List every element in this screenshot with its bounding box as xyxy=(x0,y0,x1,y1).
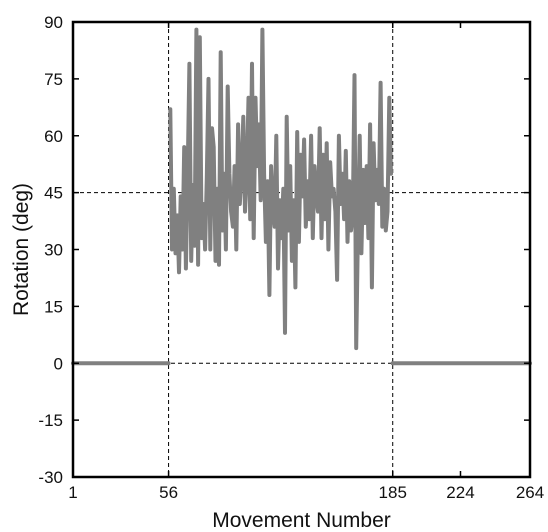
x-tick-label: 224 xyxy=(446,483,474,502)
y-tick-label: 90 xyxy=(44,13,63,32)
y-tick-label: 60 xyxy=(44,127,63,146)
x-axis-label: Movement Number xyxy=(212,509,391,532)
x-tick-label: 185 xyxy=(379,483,407,502)
y-tick-label: 45 xyxy=(44,184,63,203)
y-tick-label: 0 xyxy=(54,354,63,373)
axes-group xyxy=(71,20,532,479)
y-tick-label: 75 xyxy=(44,70,63,89)
y-tick-label: 30 xyxy=(44,241,63,260)
x-tick-label: 56 xyxy=(159,483,178,502)
y-tick-label: -15 xyxy=(38,411,63,430)
plot-frame xyxy=(71,20,532,479)
series-group xyxy=(71,27,532,366)
y-tick-label: 15 xyxy=(44,297,63,316)
y-tick-label: -30 xyxy=(38,468,63,487)
tick-group: 1 56 185 224 264 -30 -15 0 15 30 45 60 75 90 xyxy=(38,13,544,502)
reference-lines xyxy=(73,22,530,477)
x-tick-label: 1 xyxy=(68,483,77,502)
series-line xyxy=(168,27,393,351)
x-tick-label: 264 xyxy=(516,483,544,502)
y-axis-label: Rotation (deg) xyxy=(10,183,33,316)
